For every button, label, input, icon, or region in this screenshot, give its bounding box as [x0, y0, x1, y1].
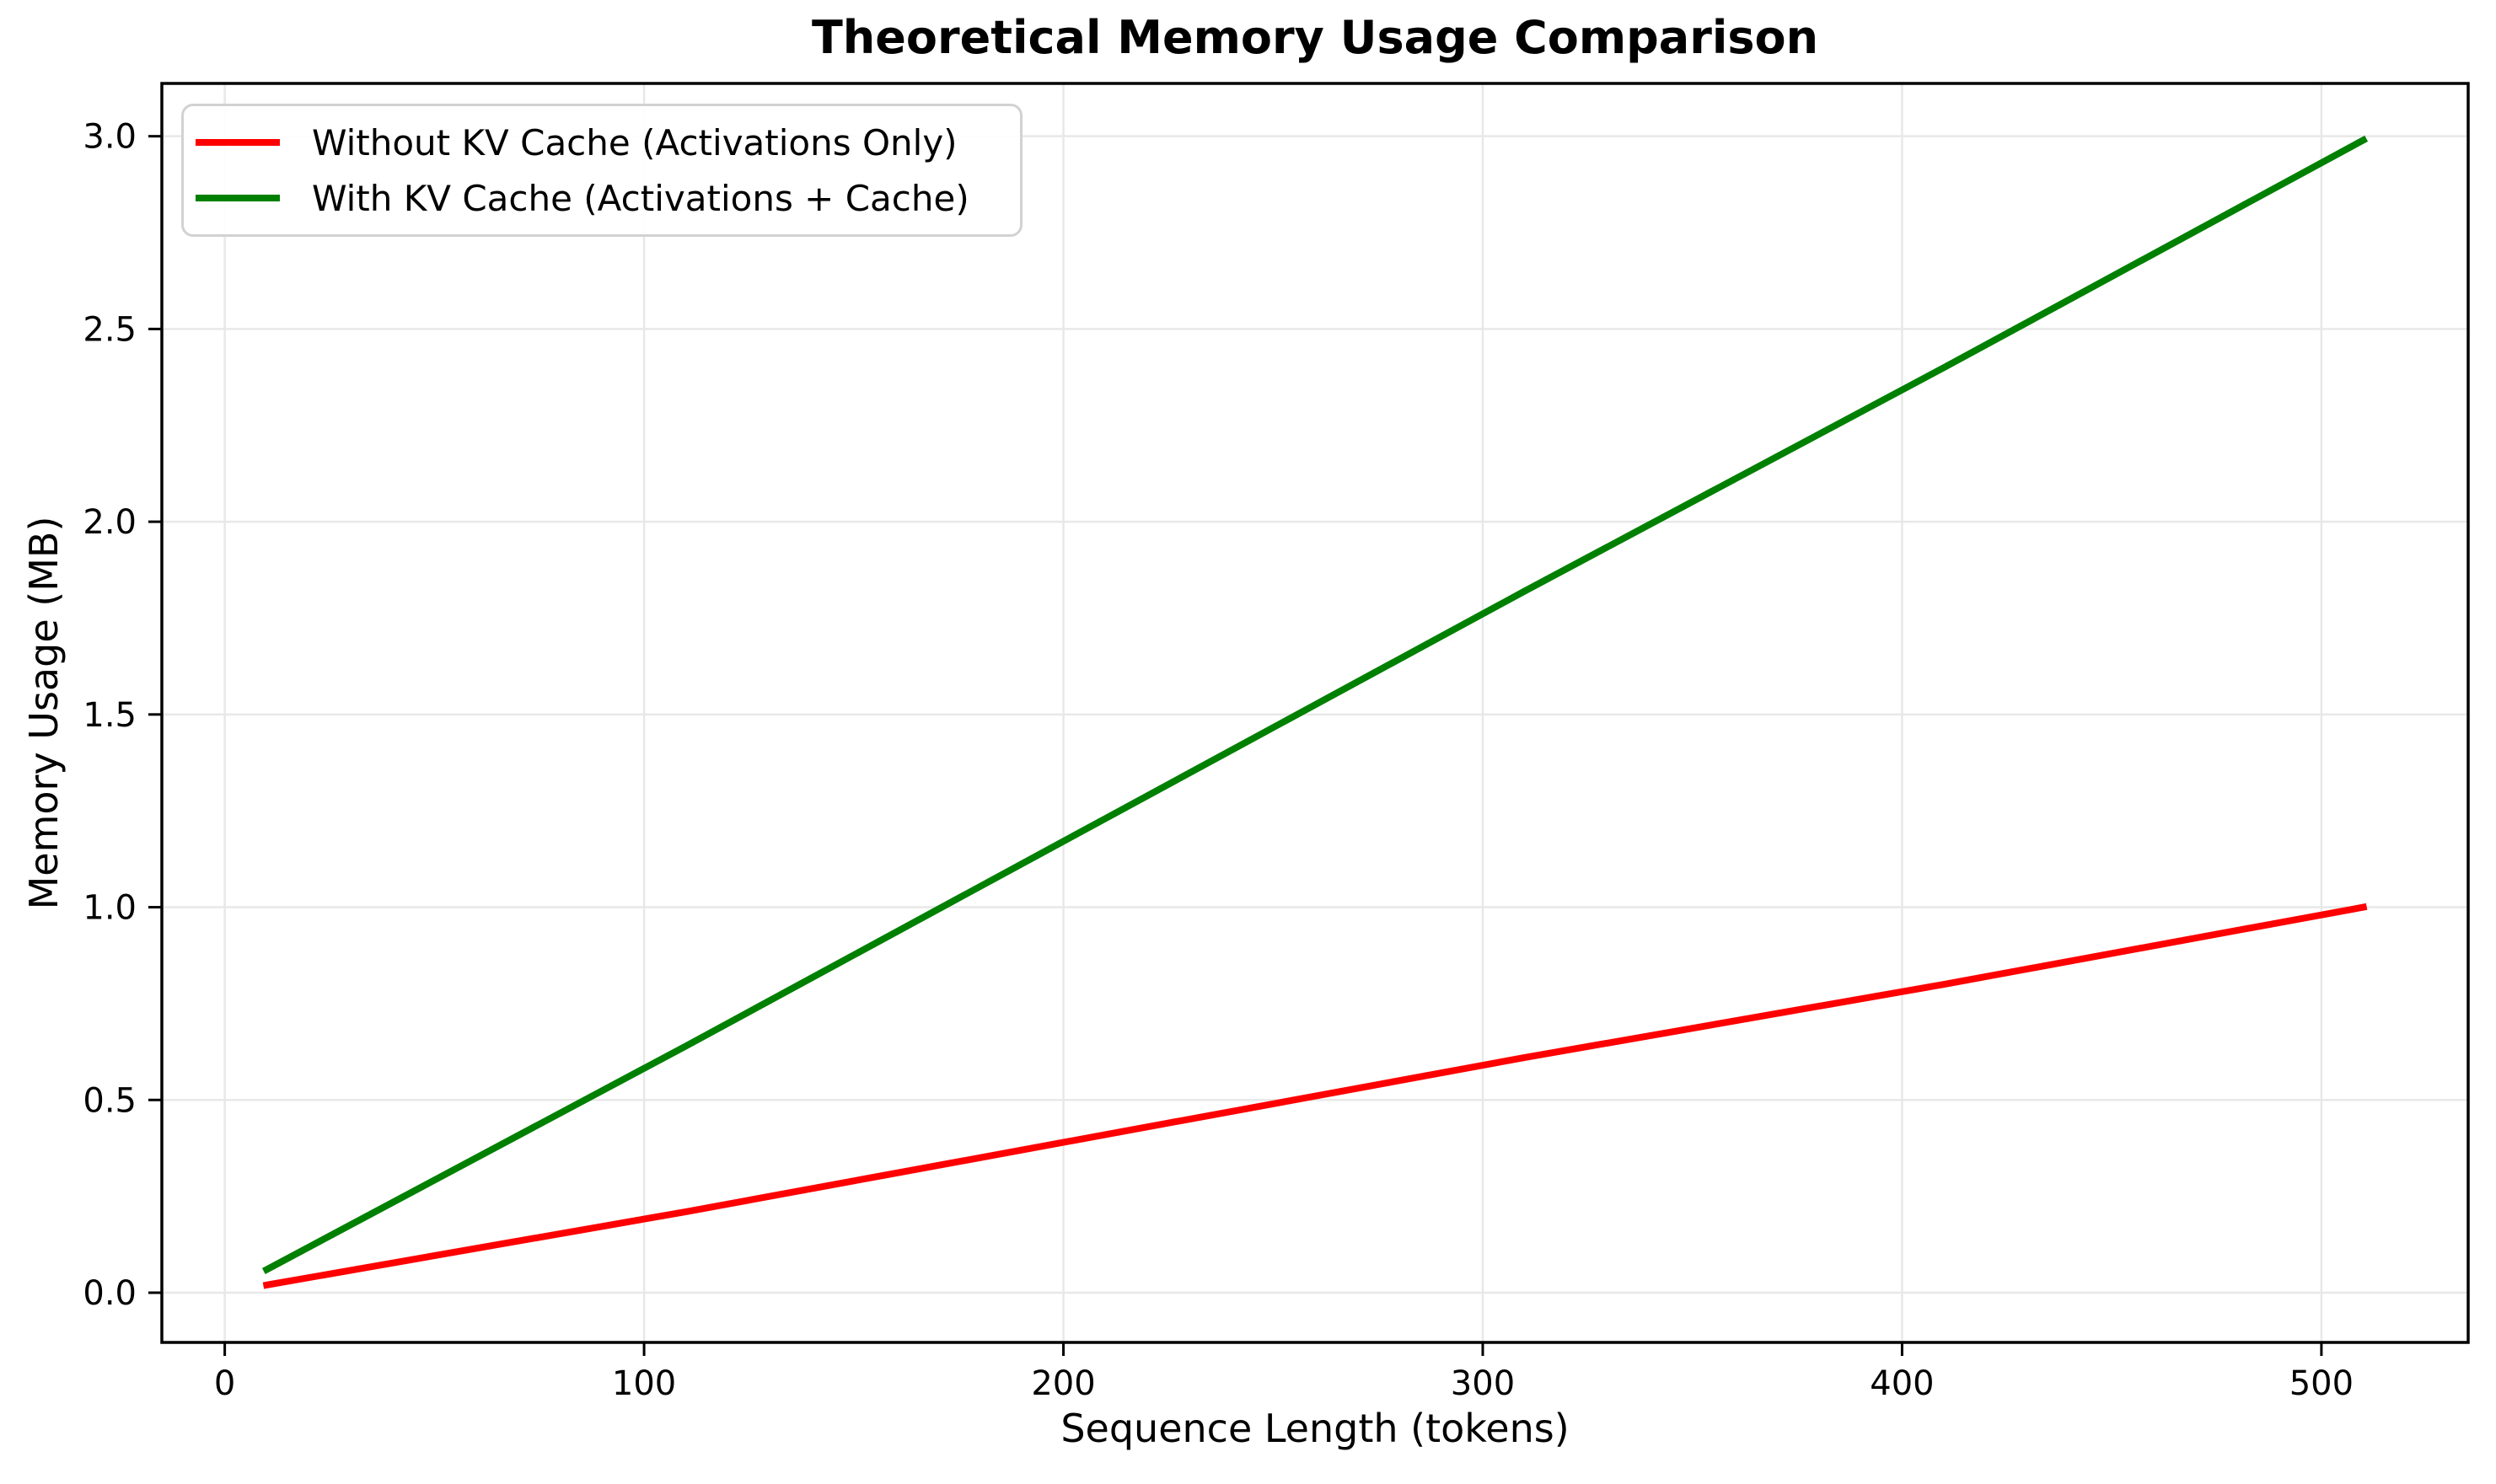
legend-swatch	[196, 139, 280, 146]
y-tick-label: 0.0	[83, 1274, 137, 1313]
legend-swatch	[196, 195, 280, 201]
y-tick-label: 3.0	[83, 118, 137, 157]
y-tick-label: 1.0	[83, 889, 137, 928]
x-tick-label: 500	[2289, 1364, 2354, 1403]
legend: Without KV Cache (Activations Only) With…	[181, 104, 1023, 237]
chart-title: Theoretical Memory Usage Comparison	[811, 11, 1819, 64]
x-axis-label: Sequence Length (tokens)	[1060, 1406, 1570, 1451]
y-tick-label: 0.5	[83, 1081, 137, 1120]
x-tick-label: 300	[1451, 1364, 1515, 1403]
axes-spine	[160, 82, 2470, 1344]
x-tick-label: 200	[1031, 1364, 1095, 1403]
series-line	[262, 903, 2368, 1289]
legend-label: With KV Cache (Activations + Cache)	[312, 177, 969, 219]
legend-item: Without KV Cache (Activations Only)	[196, 115, 969, 170]
series-line	[261, 135, 2369, 1274]
legend-label: Without KV Cache (Activations Only)	[312, 121, 958, 163]
legend-item: With KV Cache (Activations + Cache)	[196, 170, 969, 226]
x-tick-label: 400	[1870, 1364, 1934, 1403]
y-tick-label: 1.5	[83, 696, 137, 735]
x-tick-label: 0	[214, 1364, 235, 1403]
x-tick-label: 100	[612, 1364, 676, 1403]
y-tick-label: 2.5	[83, 310, 137, 349]
y-tick-label: 2.0	[83, 503, 137, 542]
